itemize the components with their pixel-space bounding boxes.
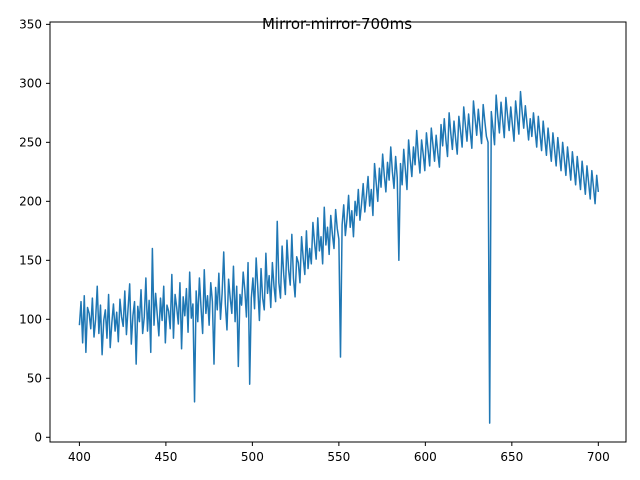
y-tick-label: 200 [19,194,42,208]
y-tick-label: 250 [19,135,42,149]
plot-area [78,90,600,424]
x-tick-label: 650 [500,450,523,464]
x-tick-label: 700 [587,450,610,464]
y-tick-label: 100 [19,312,42,326]
x-tick-label: 400 [68,450,91,464]
y-tick-label: 300 [19,76,42,90]
y-axis: 0 50 100 150 200 250 300 350 [19,17,50,444]
y-tick-label: 150 [19,253,42,267]
axes-frame [49,21,627,443]
y-tick-label: 0 [34,430,42,444]
chart-title: Mirror-mirror-700ms [262,15,412,33]
x-tick-label: 450 [154,450,177,464]
x-axis: 400 450 500 550 600 650 700 [68,442,610,464]
series-line-0 [78,90,600,424]
x-tick-label: 500 [241,450,264,464]
x-tick-label: 550 [327,450,350,464]
y-tick-label: 50 [27,371,42,385]
x-tick-label: 600 [414,450,437,464]
y-tick-label: 350 [19,17,42,31]
